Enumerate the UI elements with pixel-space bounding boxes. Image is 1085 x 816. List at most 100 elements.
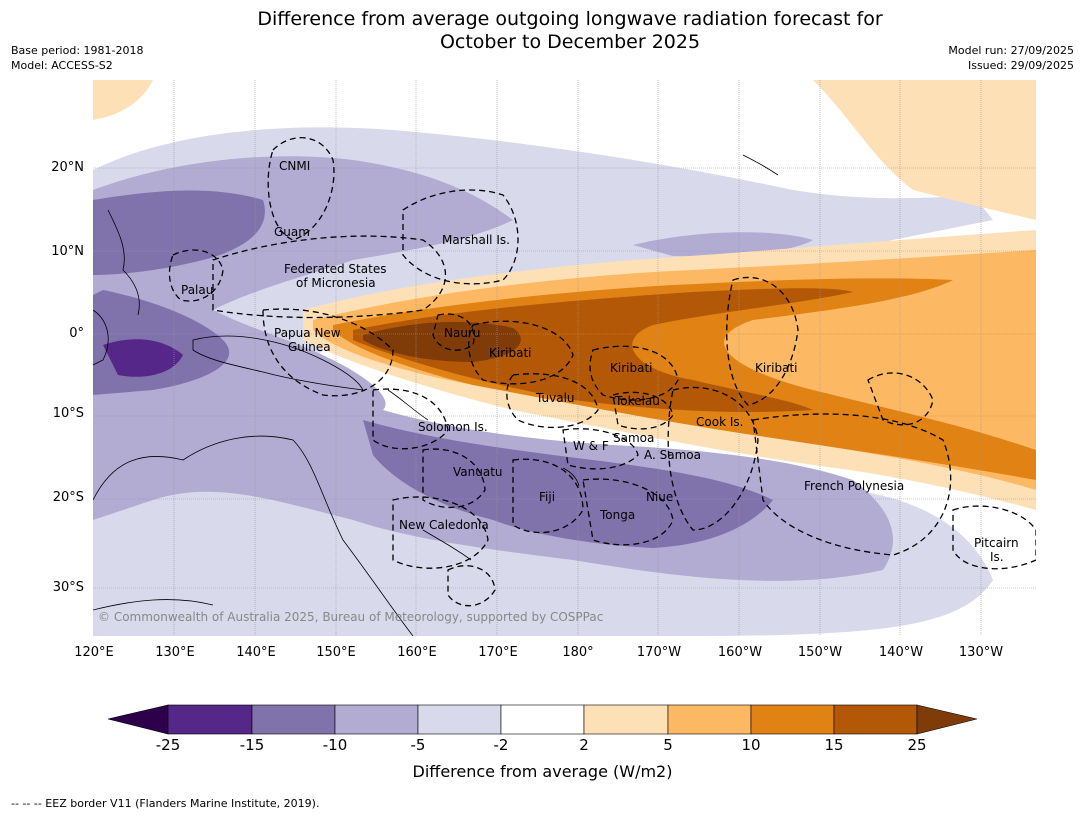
olr-field-p25 bbox=[363, 321, 521, 362]
label-kiribati-gilbert: Kiribati bbox=[489, 346, 531, 360]
label-marshall: Marshall Is. bbox=[442, 233, 510, 247]
olr-field-p2-nw bbox=[93, 80, 153, 120]
lon-label-150e: 150°E bbox=[316, 645, 356, 660]
colorbar-extend-high bbox=[916, 704, 978, 735]
eez-fiji bbox=[512, 458, 584, 534]
label-new-caledonia: New Caledonia bbox=[399, 518, 489, 532]
label-pitcairn-2: Is. bbox=[990, 550, 1004, 564]
hawaii-coast bbox=[742, 154, 779, 176]
meta-right: Model run: 27/09/2025 Issued: 29/09/2025 bbox=[948, 43, 1074, 73]
new-guinea-coast bbox=[192, 335, 364, 391]
lon-label-140w: 140°W bbox=[878, 645, 924, 660]
lon-label-180: 180° bbox=[562, 645, 594, 660]
label-solomon: Solomon Is. bbox=[418, 420, 488, 434]
colorbar-tick: 10 bbox=[741, 736, 761, 754]
olr-field-n25 bbox=[103, 339, 183, 377]
graticule bbox=[93, 80, 1036, 636]
label-nauru: Nauru bbox=[444, 326, 480, 340]
eez-vanuatu bbox=[422, 448, 486, 509]
label-guam: Guam bbox=[274, 225, 310, 239]
issued-date: Issued: 29/09/2025 bbox=[967, 59, 1074, 72]
eez-norfolk bbox=[447, 565, 496, 607]
solomon-coast bbox=[387, 389, 429, 421]
lat-label-20s: 20°S bbox=[52, 490, 84, 505]
label-pitcairn-1: Pitcairn bbox=[974, 536, 1019, 550]
colorbar-bin-n10-n5 bbox=[334, 704, 419, 735]
lon-label-170e: 170°E bbox=[478, 645, 518, 660]
label-cook: Cook Is. bbox=[696, 415, 743, 429]
label-fsm-2: of Micronesia bbox=[296, 276, 376, 290]
lat-label-eq: 0° bbox=[69, 326, 84, 341]
coastlines bbox=[93, 154, 779, 636]
lat-label-30s: 30°S bbox=[52, 580, 84, 595]
label-tonga: Tonga bbox=[599, 508, 635, 522]
lat-label-10s: 10°S bbox=[52, 406, 84, 421]
philippines-coast bbox=[107, 209, 140, 316]
title-line-2: October to December 2025 bbox=[439, 31, 701, 53]
label-png-2: Guinea bbox=[288, 340, 331, 354]
colorbar bbox=[107, 704, 978, 735]
eez-tokelau bbox=[612, 391, 674, 430]
region-labels: CNMI Guam Marshall Is. Federated States … bbox=[181, 159, 1019, 564]
eez-footnote: -- -- -- EEZ border V11 (Flanders Marine… bbox=[11, 797, 320, 810]
eez-borders bbox=[168, 137, 1036, 607]
eez-kiribati-phoenix bbox=[589, 345, 679, 401]
lon-label-130e: 130°E bbox=[155, 645, 195, 660]
olr-field-p2-north bbox=[813, 80, 1036, 220]
colorbar-tick: 2 bbox=[579, 736, 589, 754]
colorbar-tick: -15 bbox=[239, 736, 265, 754]
colorbar-extend-low bbox=[107, 704, 169, 735]
colorbar-tick: -10 bbox=[322, 736, 348, 754]
positive-anomaly-fields bbox=[93, 80, 1036, 510]
eez-cnmi bbox=[267, 137, 335, 241]
model-name: Model: ACCESS-S2 bbox=[11, 59, 113, 72]
olr-field-n15 bbox=[93, 190, 773, 548]
olr-field-n10 bbox=[93, 156, 893, 581]
label-vanuatu: Vanuatu bbox=[453, 465, 503, 479]
copyright-text: © Commonwealth of Australia 2025, Bureau… bbox=[98, 610, 603, 624]
eez-french-polynesia-east bbox=[867, 372, 934, 426]
label-cnmi: CNMI bbox=[279, 159, 310, 173]
eez-kiribati-gilbert bbox=[468, 320, 574, 385]
colorbar-bin-p10-p15 bbox=[750, 704, 835, 735]
ocean-map: CNMI Guam Marshall Is. Federated States … bbox=[93, 80, 1036, 636]
colorbar-tick: -2 bbox=[493, 736, 509, 754]
eez-solomon bbox=[372, 388, 449, 450]
fiji-coast bbox=[562, 467, 580, 487]
label-tokelau: Tokelau bbox=[614, 394, 660, 408]
colorbar-bin-p5-p10 bbox=[667, 704, 752, 735]
lon-label-140e: 140°E bbox=[236, 645, 276, 660]
colorbar-title: Difference from average (W/m2) bbox=[412, 762, 673, 781]
colorbar-tick: 5 bbox=[663, 736, 673, 754]
chart-title: Difference from average outgoing longwav… bbox=[0, 8, 1085, 54]
eez-marshall bbox=[402, 189, 519, 285]
eez-kiribati-line bbox=[726, 276, 799, 406]
base-period: Base period: 1981-2018 bbox=[11, 44, 144, 57]
map-panel: CNMI Guam Marshall Is. Federated States … bbox=[93, 80, 1036, 636]
eez-nauru bbox=[432, 313, 475, 351]
label-kiribati-line: Kiribati bbox=[755, 361, 797, 375]
eez-new-caledonia bbox=[392, 496, 489, 569]
colorbar-bin-p15-p25 bbox=[833, 704, 918, 735]
eez-png bbox=[262, 308, 394, 397]
lon-label-150w: 150°W bbox=[797, 645, 843, 660]
eez-tonga-niue bbox=[582, 478, 674, 546]
lon-label-130w: 130°W bbox=[958, 645, 1004, 660]
lon-label-160e: 160°E bbox=[397, 645, 437, 660]
label-tuvalu: Tuvalu bbox=[535, 391, 575, 405]
label-png-1: Papua New bbox=[274, 326, 341, 340]
eez-palau bbox=[168, 249, 224, 302]
colorbar-bin-n15-n10 bbox=[251, 704, 336, 735]
label-french-polynesia: French Polynesia bbox=[804, 479, 904, 493]
colorbar-bin-n2-p2 bbox=[500, 704, 585, 735]
lon-label-160w: 160°W bbox=[717, 645, 763, 660]
colorbar-tick: 25 bbox=[907, 736, 927, 754]
label-american-samoa: A. Samoa bbox=[644, 448, 701, 462]
colorbar-bin-n25-n15 bbox=[167, 704, 253, 735]
label-niue: Niue bbox=[646, 490, 673, 504]
new-caledonia-coast bbox=[422, 529, 472, 561]
lon-label-120e: 120°E bbox=[74, 645, 114, 660]
australia-coast bbox=[93, 435, 414, 636]
eez-wf-samoa bbox=[562, 428, 639, 470]
label-kiribati-phoenix: Kiribati bbox=[610, 361, 652, 375]
